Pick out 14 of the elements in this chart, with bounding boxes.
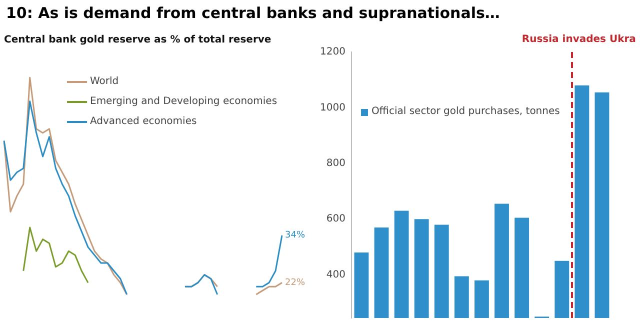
chart-title: 10: As is demand from central banks and supranationals… <box>5 3 501 24</box>
chart-subtitle: Central bank gold reserve as % of total reserve <box>4 34 272 46</box>
y-tick-label: 1000 <box>320 102 346 114</box>
y-tick-label: 600 <box>326 214 346 225</box>
legend-label: Emerging and Developing economies <box>90 95 278 109</box>
y-tick-label: 1200 <box>320 46 346 58</box>
data-label: 22% <box>285 278 306 288</box>
legend-label: Official sector gold purchases, tonnes <box>371 105 560 119</box>
y-tick-label: 800 <box>326 158 346 170</box>
legend-label: World <box>90 75 119 89</box>
data-label: 34% <box>285 230 306 241</box>
text: Russia invades Ukra <box>522 34 636 45</box>
legend-label: Advanced economies <box>90 115 197 129</box>
y-tick-label: 400 <box>326 269 346 280</box>
